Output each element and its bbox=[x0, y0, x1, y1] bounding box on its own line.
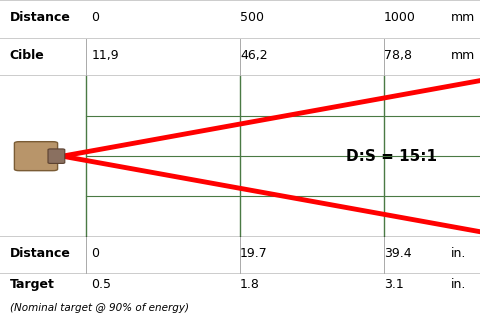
Text: 19.7: 19.7 bbox=[240, 247, 268, 260]
Text: Cible: Cible bbox=[10, 49, 44, 62]
Text: in.: in. bbox=[451, 247, 467, 260]
Text: 78,8: 78,8 bbox=[384, 49, 412, 62]
Text: 0: 0 bbox=[91, 11, 99, 24]
Text: 39.4: 39.4 bbox=[384, 247, 412, 260]
FancyBboxPatch shape bbox=[14, 142, 58, 171]
Text: in.: in. bbox=[451, 278, 467, 291]
Text: mm: mm bbox=[451, 49, 476, 62]
Text: 0.5: 0.5 bbox=[91, 278, 111, 291]
Text: 0: 0 bbox=[91, 247, 99, 260]
Text: Target: Target bbox=[10, 278, 54, 291]
Text: D:S = 15:1: D:S = 15:1 bbox=[346, 149, 437, 164]
Text: Distance: Distance bbox=[10, 247, 71, 260]
Text: 11,9: 11,9 bbox=[91, 49, 119, 62]
Text: 1.8: 1.8 bbox=[240, 278, 260, 291]
Text: 46,2: 46,2 bbox=[240, 49, 268, 62]
Text: mm: mm bbox=[451, 11, 476, 24]
Text: 1000: 1000 bbox=[384, 11, 416, 24]
Text: (Nominal target @ 90% of energy): (Nominal target @ 90% of energy) bbox=[10, 303, 189, 314]
FancyBboxPatch shape bbox=[48, 149, 65, 164]
Text: 500: 500 bbox=[240, 11, 264, 24]
Text: 3.1: 3.1 bbox=[384, 278, 404, 291]
Text: Distance: Distance bbox=[10, 11, 71, 24]
